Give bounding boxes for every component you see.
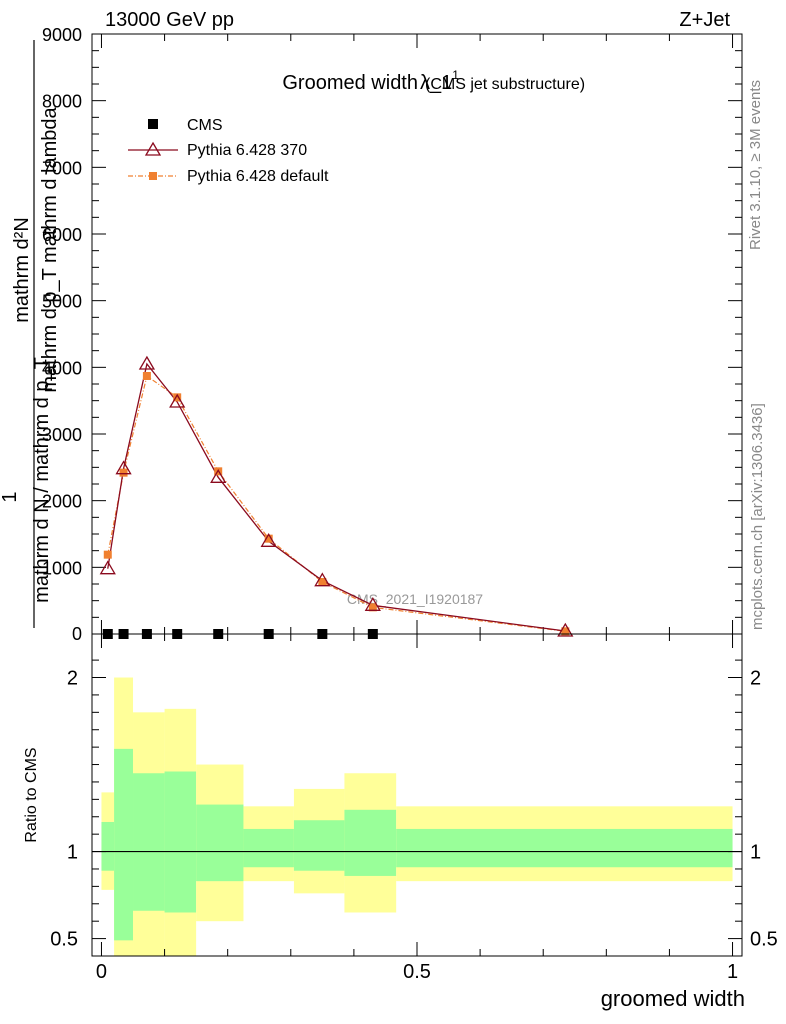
main-ytick-label: 9000 (42, 25, 82, 45)
title-superscript: 1 (452, 68, 459, 82)
pythia-default-point (142, 372, 151, 380)
main-ytick-label: 6000 (42, 225, 82, 245)
pythia-default-point (264, 534, 273, 543)
ratio-band-inner (396, 828, 733, 868)
ratio-ytick-label: 0.5 (50, 929, 78, 951)
ratio-band-inner (243, 828, 294, 868)
main-ytick-label: 4000 (42, 358, 82, 378)
legend-pythiadefault-marker (149, 172, 157, 180)
pythia-default-point (103, 550, 112, 559)
legend-pythia370-label: Pythia 6.428 370 (187, 142, 307, 159)
energy-label: 13000 GeV pp (105, 9, 234, 31)
main-title: Groomed width (282, 72, 418, 94)
title-symbol: λ_1 (420, 72, 452, 94)
mcplots-label: mcplots.cern.ch [arXiv:1306.3436] (749, 403, 766, 630)
process-label: Z+Jet (679, 9, 730, 31)
pythia-370-point (210, 469, 227, 483)
legend-cms-label: CMS (187, 117, 223, 134)
pythia-default-point (173, 393, 182, 402)
ratio-ytick-label: 1 (67, 842, 78, 864)
pythia-370-point (115, 460, 132, 475)
ratio-band-inner (133, 773, 165, 911)
legend-pythia370-marker (144, 141, 162, 156)
pythia-370-point (99, 560, 116, 575)
main-ytick-label: 8000 (42, 92, 82, 112)
ratio-ylabel: Ratio to CMS (23, 747, 40, 842)
ratio-xlabel: groomed width (601, 986, 745, 1011)
rivet-version-label: Rivet 3.1.10, ≥ 3M events (747, 80, 764, 250)
pythia-default-point (119, 468, 128, 477)
ratio-bands (92, 677, 742, 956)
main-ytick-label: 1000 (42, 558, 82, 578)
main-title-symbol: λ_11 (420, 68, 459, 94)
pythia-default-point (561, 627, 570, 636)
ratio-xtick-label: 0.5 (403, 961, 431, 983)
ylabel-denominator: mathrm d p_T mathrm d lambda (39, 106, 61, 392)
pythia-370-point (557, 622, 574, 637)
pythia-370-point (260, 533, 277, 547)
main-ytick-label: 5000 (42, 292, 82, 312)
pythia-default-line (107, 375, 566, 632)
main-ytick-label: 2000 (42, 492, 82, 512)
main-subtitle: (CMS jet substructure) (425, 76, 585, 93)
ylabel-bottom: mathrm d N / mathrm d p_T (31, 357, 53, 603)
main-ylabel: mathrm d²N mathrm d p_T mathrm d lambda … (0, 40, 61, 628)
legend: CMS Pythia 6.428 370 Pythia 6.428 defaul… (128, 117, 329, 185)
pythia-default-point (318, 578, 327, 586)
ratio-ytick-label: 2 (67, 668, 78, 690)
main-data (99, 355, 574, 639)
legend-cms-marker (148, 119, 158, 129)
ratio-band-inner (101, 821, 115, 871)
main-axes: 1000 2000 3000 4000 5000 6000 7000 8000 9000 (42, 25, 742, 634)
analysis-watermark: CMS_2021_I1920187 (347, 591, 483, 607)
ratio-xtick-label: 0 (96, 961, 107, 983)
ratio-band-inner (196, 804, 244, 882)
legend-pythiadefault-label: Pythia 6.428 default (187, 168, 329, 185)
pythia-370-point (314, 572, 331, 587)
ratio-band-inner (164, 771, 197, 913)
ratio-band-inner (114, 748, 134, 941)
main-zero-label: 0 (72, 624, 82, 644)
ratio-ytick-label-right: 1 (750, 842, 761, 864)
ratio-xtick-label: 1 (727, 961, 738, 983)
ylabel-one: 1 (0, 491, 21, 502)
pythia-370-point (364, 597, 381, 611)
main-ytick-label: 7000 (42, 158, 82, 178)
pythia-370-point (138, 355, 156, 370)
pythia-370-line (107, 362, 566, 632)
ratio-ytick-label-right: 0.5 (750, 929, 778, 951)
ratio-ytick-label-right: 2 (750, 668, 761, 690)
ratio-axes: 0.5 0.5 1 1 2 2 0 0.5 1 (50, 634, 778, 983)
ratio-band-inner (344, 809, 397, 876)
ratio-band-inner (293, 820, 345, 871)
ylabel-numerator: mathrm d²N (11, 217, 33, 323)
pythia-370-point (169, 393, 186, 408)
main-ytick-label: 3000 (42, 425, 82, 445)
pythia-default-point (368, 603, 377, 612)
